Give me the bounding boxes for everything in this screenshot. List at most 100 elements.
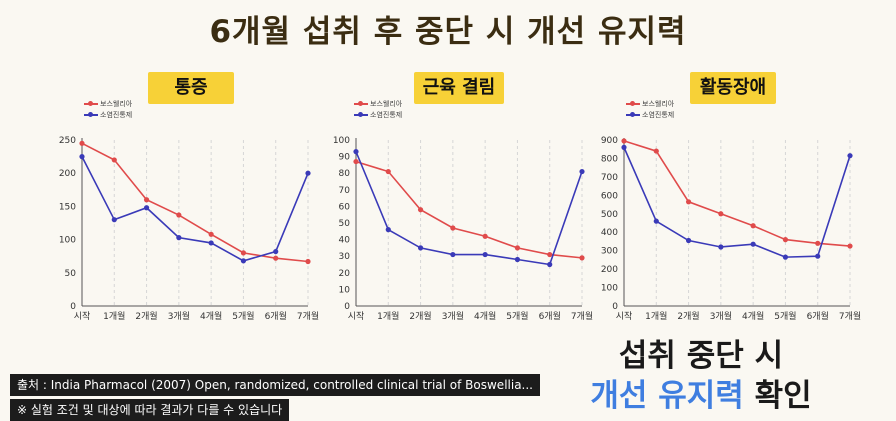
- x-tick-label: 1개월: [645, 310, 667, 322]
- data-point-boswellia: [143, 197, 150, 203]
- x-tick-label: 3개월: [710, 310, 732, 322]
- disclaimer: ※ 실험 조건 및 대상에 따라 결과가 다를 수 있습니다: [10, 399, 290, 421]
- data-point-boswellia: [79, 140, 85, 146]
- legend-stiffness: 보스웰리아 소염진통제: [354, 98, 402, 120]
- x-tick-label: 시작: [348, 311, 365, 322]
- source-citation: 출처 : India Pharmacol (2007) Open, random…: [10, 374, 540, 396]
- data-point-boswellia: [750, 223, 756, 229]
- data-point-nsaid: [847, 153, 853, 159]
- legend-label-boswellia: 보스웰리아: [100, 99, 133, 108]
- data-point-nsaid: [482, 251, 488, 258]
- y-tick-label: 30: [339, 252, 351, 262]
- data-point-boswellia: [579, 255, 585, 261]
- data-point-nsaid: [815, 253, 821, 259]
- legend-label-nsaid: 소염진통제: [642, 110, 675, 119]
- data-point-boswellia: [685, 199, 692, 205]
- x-tick-label: 2개월: [677, 310, 699, 322]
- data-point-boswellia: [111, 157, 117, 163]
- data-point-nsaid: [240, 258, 247, 264]
- data-point-boswellia: [240, 250, 247, 256]
- data-point-boswellia: [305, 258, 311, 265]
- x-tick-label: 1개월: [103, 310, 125, 322]
- page-title: 6개월 섭취 후 중단 시 개선 유지력: [209, 14, 687, 50]
- panel-label-disability: 활동장애: [690, 72, 776, 104]
- stiffness-chart: 0 10 20 30 40 50 60 70 80 90 100 시작 1개월 2개월 3개월 4개월 5개월 6…: [333, 136, 593, 322]
- data-point-nsaid: [79, 154, 85, 160]
- data-point-boswellia: [176, 212, 182, 218]
- x-tick-label: 시작: [74, 311, 91, 322]
- legend-label-nsaid: 소염진통제: [100, 110, 133, 119]
- legend-item-nsaid: 소염진통제: [626, 109, 674, 120]
- y-tick-label: 60: [339, 202, 351, 212]
- y-tick-label: 100: [59, 236, 76, 246]
- legend-label-nsaid: 소염진통제: [370, 110, 403, 119]
- data-point-nsaid: [547, 261, 553, 268]
- pain-chart: 0 50 100 150 200 250 시작 1개월 2개월 3개월 4개월 5개월 6개월 7개월: [59, 136, 319, 322]
- series-line-boswellia: [355, 160, 583, 259]
- y-tick-label: 0: [70, 302, 76, 312]
- y-tick-label: 20: [339, 269, 351, 279]
- data-point-nsaid: [417, 245, 424, 251]
- y-tick-label: 10: [339, 285, 351, 295]
- data-point-boswellia: [621, 138, 627, 144]
- x-tick-label: 6개월: [265, 310, 287, 322]
- data-point-boswellia: [782, 237, 789, 243]
- y-tick-label: 70: [339, 186, 351, 196]
- data-point-boswellia: [815, 240, 821, 246]
- series-line-nsaid: [81, 156, 309, 262]
- y-tick-label: 500: [601, 210, 618, 220]
- series-line-boswellia: [81, 142, 309, 263]
- data-point-boswellia: [547, 251, 553, 258]
- y-tick-label: 0: [612, 302, 618, 312]
- legend-disability: 보스웰리아 소염진통제: [626, 98, 674, 120]
- series-line-nsaid: [623, 147, 851, 258]
- y-tick-label: 150: [59, 202, 76, 212]
- x-tick-label: 7개월: [839, 310, 861, 322]
- y-tick-label: 200: [59, 169, 76, 179]
- y-tick-label: 900: [601, 136, 618, 146]
- data-point-nsaid: [750, 241, 756, 247]
- x-tick-label: 1개월: [377, 310, 399, 322]
- data-point-boswellia: [653, 148, 659, 154]
- panel-label-stiffness: 근육 결림: [414, 72, 504, 104]
- y-tick-label: 50: [339, 219, 351, 229]
- data-point-boswellia: [385, 168, 391, 175]
- x-tick-label: 시작: [616, 311, 633, 322]
- legend-item-boswellia: 보스웰리아: [354, 98, 402, 109]
- data-point-nsaid: [621, 144, 627, 150]
- x-tick-label: 7개월: [297, 310, 319, 322]
- y-tick-label: 50: [65, 269, 77, 279]
- legend-label-boswellia: 보스웰리아: [642, 99, 675, 108]
- data-point-nsaid: [685, 237, 692, 244]
- x-tick-label: 5개월: [774, 310, 796, 322]
- x-tick-label: 2개월: [409, 310, 431, 322]
- panel-label-pain: 통증: [148, 72, 234, 104]
- data-point-boswellia: [353, 158, 359, 165]
- y-tick-label: 90: [339, 153, 351, 163]
- data-point-boswellia: [208, 231, 214, 237]
- y-tick-label: 40: [339, 236, 351, 246]
- data-point-nsaid: [579, 168, 585, 175]
- x-tick-label: 5개월: [232, 310, 254, 322]
- data-point-boswellia: [417, 207, 424, 213]
- y-tick-label: 700: [601, 173, 618, 183]
- data-point-boswellia: [273, 255, 279, 261]
- data-point-boswellia: [482, 233, 488, 239]
- data-point-nsaid: [718, 244, 724, 250]
- bottom-highlight: 개선 유지력: [590, 378, 744, 414]
- y-tick-label: 200: [601, 265, 618, 275]
- disability-chart: 0 100 200 300 400 500 600 700 800 900 시작 1개월 2개월 3개월 4…: [601, 136, 861, 322]
- x-tick-label: 6개월: [539, 310, 561, 322]
- x-tick-label: 3개월: [168, 310, 190, 322]
- y-tick-label: 0: [344, 302, 350, 312]
- legend-label-boswellia: 보스웰리아: [370, 99, 403, 108]
- data-point-boswellia: [718, 211, 724, 217]
- legend-item-nsaid: 소염진통제: [84, 109, 132, 120]
- data-point-boswellia: [514, 245, 521, 251]
- data-point-nsaid: [143, 205, 150, 211]
- x-tick-label: 4개월: [474, 310, 496, 322]
- x-tick-label: 7개월: [571, 310, 593, 322]
- x-tick-label: 2개월: [135, 310, 157, 322]
- series-line-boswellia: [623, 140, 851, 247]
- x-tick-label: 4개월: [200, 310, 222, 322]
